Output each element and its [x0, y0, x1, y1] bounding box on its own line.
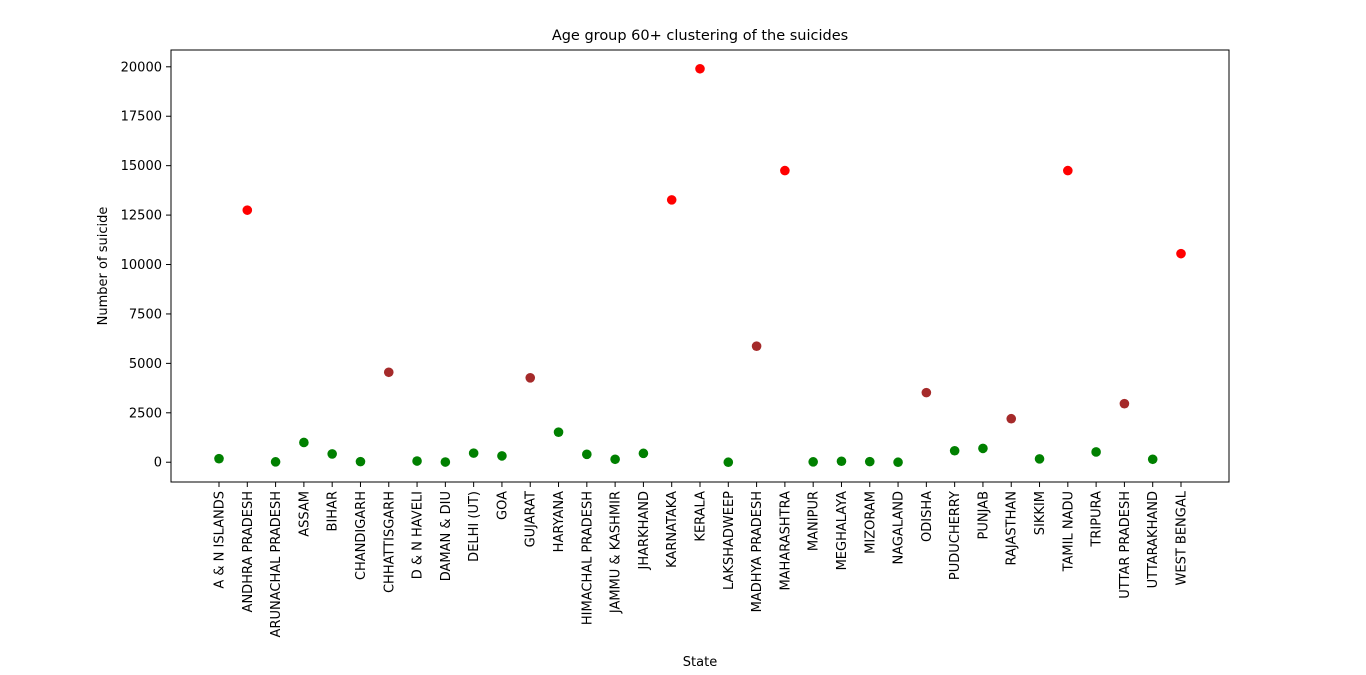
data-point	[242, 205, 253, 215]
data-point	[666, 195, 677, 205]
x-tick-label: JHARKHAND	[637, 491, 652, 570]
x-tick-label: SIKKIM	[1033, 491, 1048, 535]
x-tick-label: ARUNACHAL PRADESH	[269, 491, 284, 637]
data-point	[412, 456, 422, 466]
y-tick-label: 15000	[121, 159, 162, 174]
data-point	[949, 445, 960, 456]
data-point	[893, 457, 903, 468]
data-point	[638, 448, 649, 459]
data-point	[1034, 454, 1045, 464]
data-point	[525, 373, 536, 383]
data-point	[836, 456, 847, 467]
x-tick-label: PUNJAB	[976, 491, 991, 540]
data-point	[553, 427, 564, 437]
y-tick-label: 17500	[121, 110, 162, 125]
x-tick-label: KARNATAKA	[665, 491, 680, 568]
x-tick-label: KERALA	[694, 491, 709, 542]
data-point	[582, 449, 592, 460]
x-tick-label: ASSAM	[297, 491, 312, 537]
data-point	[327, 449, 337, 459]
x-tick-label: MEGHALAYA	[835, 491, 850, 571]
x-tick-label: UTTARAKHAND	[1146, 491, 1161, 588]
y-tick-label: 2500	[129, 406, 162, 421]
x-tick-label: NAGALAND	[892, 491, 907, 565]
data-point	[695, 63, 705, 74]
x-tick-label: GOA	[495, 491, 510, 520]
data-point	[270, 457, 281, 467]
x-tick-label: PUDUCHERRY	[948, 491, 963, 580]
x-tick-label: HIMACHAL PRADESH	[580, 491, 595, 625]
x-tick-label: A & N ISLANDS	[213, 491, 228, 589]
x-tick-label: MAHARASHTRA	[778, 491, 793, 591]
y-tick-label: 7500	[129, 307, 162, 322]
x-tick-label: WEST BENGAL	[1175, 490, 1190, 585]
x-tick-label: MANIPUR	[807, 491, 822, 551]
data-points	[214, 63, 1186, 468]
x-tick-label: DELHI (UT)	[467, 491, 482, 562]
y-axis-label: Number of suicide	[96, 207, 111, 326]
x-tick-label: RAJASTHAN	[1005, 491, 1020, 565]
x-tick-label: TAMIL NADU	[1061, 491, 1076, 572]
data-point	[610, 454, 620, 465]
x-tick-label: D & N HAVELI	[411, 491, 426, 579]
data-point	[1119, 398, 1130, 409]
x-tick-label: MADHYA PRADESH	[750, 491, 765, 612]
x-tick-label: MIZORAM	[863, 491, 878, 554]
y-axis: 0 2500 5000 7500 10000 12500 15000 17500 20000	[121, 60, 171, 471]
x-axis: A & N ISLANDS ANDHRA PRADESH ARUNACHAL PRA…	[213, 482, 1190, 637]
data-point	[383, 367, 394, 378]
y-tick-label: 20000	[121, 60, 162, 75]
data-point	[355, 456, 366, 467]
data-point	[1147, 454, 1158, 465]
data-point	[864, 456, 875, 467]
x-tick-label: LAKSHADWEEP	[722, 491, 737, 590]
x-tick-label: ANDHRA PRADESH	[241, 491, 256, 612]
x-tick-label: ODISHA	[920, 491, 935, 542]
y-tick-label: 12500	[121, 209, 162, 224]
y-tick-label: 0	[154, 456, 162, 471]
x-tick-label: TRIPURA	[1090, 491, 1105, 548]
data-point	[299, 437, 309, 448]
data-point	[921, 387, 932, 398]
data-point	[723, 457, 734, 468]
data-point	[1006, 413, 1017, 424]
y-tick-label: 5000	[129, 357, 162, 372]
data-point	[440, 457, 451, 467]
data-point	[497, 451, 507, 461]
data-point	[1091, 447, 1101, 457]
x-tick-label: CHANDIGARH	[354, 491, 369, 580]
data-point	[780, 165, 790, 176]
data-point	[1176, 248, 1186, 259]
x-tick-label: CHHATTISGARH	[382, 491, 397, 593]
x-tick-label: BIHAR	[326, 491, 341, 531]
plot-frame	[170, 49, 1230, 483]
x-tick-label: GUJARAT	[524, 491, 539, 547]
data-point	[751, 341, 762, 351]
x-tick-label: UTTAR PRADESH	[1118, 491, 1133, 599]
y-tick-label: 10000	[121, 258, 162, 273]
data-point	[468, 448, 479, 458]
data-point	[1063, 165, 1073, 176]
x-tick-label: HARYANA	[552, 491, 567, 552]
x-tick-label: DAMAN & DIU	[439, 491, 454, 581]
data-point	[214, 453, 224, 464]
data-point	[808, 457, 818, 467]
x-axis-label: State	[683, 655, 717, 670]
x-tick-label: JAMMU & KASHMIR	[609, 491, 624, 614]
chart-title: Age group 60+ clustering of the suicides	[552, 28, 848, 44]
data-point	[978, 443, 988, 454]
